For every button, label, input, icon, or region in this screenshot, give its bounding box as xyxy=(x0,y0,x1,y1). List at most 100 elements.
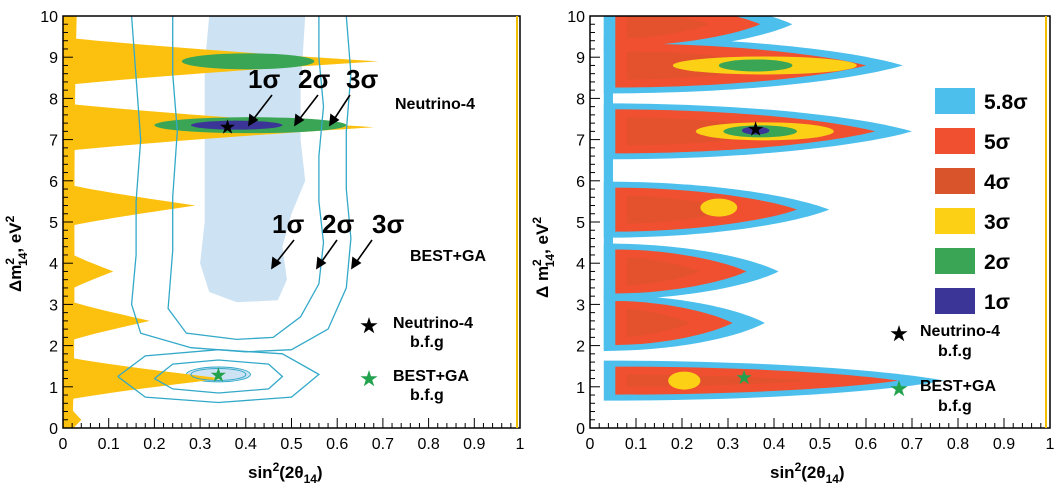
neutrino4-3sigma-lobe xyxy=(63,298,150,343)
y-tick-label: 3 xyxy=(576,297,585,314)
y-tick-label: 8 xyxy=(576,91,585,108)
legend-black-star-icon xyxy=(360,317,378,334)
left-panel: 0 0.1 0.2 0.3 0.4 0.5 0.6 0.7 0.8 0.9 101234567891… xyxy=(3,9,525,486)
legend-n4-line2: b.f.g xyxy=(410,334,444,351)
y-tick-label: 9 xyxy=(576,50,585,67)
right-legend-best-line1: BEST+GA xyxy=(920,378,996,395)
right-legend-black-star-icon xyxy=(890,325,908,342)
neutrino4-3sigma-lobe xyxy=(63,249,114,294)
x-tick-label: 0.2 xyxy=(143,436,165,453)
x-tick-label: 0.7 xyxy=(901,436,923,453)
arrowhead xyxy=(248,113,259,127)
legend-n4-line1: Neutrino-4 xyxy=(393,315,473,332)
left-y-axis-label: Δm214, eV2 xyxy=(3,215,30,292)
arrowhead xyxy=(271,256,282,270)
x-tick-label: 0.5 xyxy=(809,436,831,453)
arrow-n4-2 xyxy=(297,94,319,122)
right-x-axis-label: sin2(2θ14) xyxy=(770,460,845,486)
neutrino4-3sigma-lobe xyxy=(63,356,223,401)
neutrino4-2sigma-region xyxy=(181,53,315,70)
legend-swatch xyxy=(935,128,975,154)
right-best-fit-points xyxy=(736,121,764,385)
neutrino4-label: Neutrino-4 xyxy=(395,96,475,113)
y-tick-label: 10 xyxy=(567,9,585,26)
n4-sigma-3: 3σ xyxy=(346,64,378,94)
y-tick-label: 4 xyxy=(576,256,585,273)
y-tick-label: 5 xyxy=(576,215,585,232)
y-tick-label: 7 xyxy=(576,133,585,150)
left-x-axis-label: sin2(2θ14) xyxy=(248,460,323,486)
x-tick-label: 0.7 xyxy=(372,436,394,453)
y-tick-label: 9 xyxy=(49,50,58,67)
arrow-best-1 xyxy=(274,239,295,265)
legend-label: 3σ xyxy=(984,211,1010,234)
right-4sigma-island xyxy=(626,16,710,39)
x-tick-label: 0.4 xyxy=(235,436,257,453)
x-tick-label: 0.3 xyxy=(717,436,739,453)
x-tick-label: 0.8 xyxy=(417,436,439,453)
legend-swatch xyxy=(935,208,975,234)
y-tick-label: 4 xyxy=(49,256,58,273)
right-y-axis-label: Δ m214, eV2 xyxy=(530,217,557,298)
neutrino4-1sigma-region xyxy=(190,120,283,130)
x-tick-label: 0 xyxy=(586,436,595,453)
y-tick-label: 1 xyxy=(49,380,58,397)
x-tick-label: 0.9 xyxy=(463,436,485,453)
legend-label: 5σ xyxy=(984,131,1010,154)
right-4sigma-island xyxy=(626,308,690,337)
x-tick-label: 0.9 xyxy=(993,436,1015,453)
right-sigma-legend: 5.8σ 5σ 4σ 3σ 2σ 1σ xyxy=(935,88,1028,314)
n4-sigma-1: 1σ xyxy=(248,64,280,94)
arrowhead xyxy=(351,256,362,270)
right-axis-ticks xyxy=(589,15,1051,429)
arrow-n4-3 xyxy=(332,94,351,122)
x-tick-label: 0.1 xyxy=(98,436,120,453)
right-tick-labels: 0 0.1 0.2 0.3 0.4 0.5 0.6 0.7 0.8 0.9 101234567891… xyxy=(567,9,1054,453)
y-tick-label: 2 xyxy=(49,339,58,356)
x-tick-label: 0.8 xyxy=(947,436,969,453)
x-tick-label: 0.3 xyxy=(189,436,211,453)
n4-sigma-2: 2σ xyxy=(298,64,330,94)
legend-best-line1: BEST+GA xyxy=(393,368,469,385)
annotation-arrows xyxy=(248,94,373,270)
y-tick-label: 10 xyxy=(40,9,58,26)
y-tick-label: 8 xyxy=(49,91,58,108)
x-tick-label: 0.5 xyxy=(280,436,302,453)
y-tick-label: 2 xyxy=(576,339,585,356)
best-ga-label: BEST+GA xyxy=(410,248,486,265)
legend-label: 2σ xyxy=(984,251,1010,274)
x-tick-label: 0.6 xyxy=(326,436,348,453)
legend-label: 1σ xyxy=(984,291,1010,314)
best-ga-1sigma-region xyxy=(200,16,306,303)
best-sigma-2: 2σ xyxy=(322,209,354,239)
legend-label: 5.8σ xyxy=(984,91,1028,114)
right-panel: 0 0.1 0.2 0.3 0.4 0.5 0.6 0.7 0.8 0.9 101234567891… xyxy=(530,9,1055,486)
right-3sigma-region xyxy=(700,198,738,217)
y-tick-label: 0 xyxy=(576,421,585,438)
right-4sigma-regions xyxy=(626,16,806,387)
right-4sigma-island xyxy=(626,257,700,286)
legend-swatch xyxy=(935,168,975,194)
legend-swatch xyxy=(935,288,975,314)
legend-swatch xyxy=(935,248,975,274)
y-tick-label: 1 xyxy=(576,380,585,397)
right-inner-regions xyxy=(668,56,857,390)
right-legend-n4-line1: Neutrino-4 xyxy=(920,323,1000,340)
right-legend-n4-line2: b.f.g xyxy=(938,343,972,360)
right-3sigma-region xyxy=(668,371,701,390)
right-2sigma-region xyxy=(718,59,793,72)
legend-swatch xyxy=(935,88,975,114)
legend-label: 4σ xyxy=(984,171,1010,194)
legend-best-line2: b.f.g xyxy=(410,387,444,404)
neutrino4-1sigma-region xyxy=(190,120,283,130)
arrow-best-2 xyxy=(319,239,338,265)
arrowhead xyxy=(329,113,340,127)
right-4sigma-island xyxy=(626,195,735,224)
x-tick-label: 0.4 xyxy=(763,436,785,453)
arrowhead xyxy=(316,256,327,270)
arrow-n4-1 xyxy=(251,94,273,122)
arrowhead xyxy=(294,113,305,127)
legend-green-star-icon xyxy=(360,370,378,387)
best-ga-sigma-labels: 1σ 2σ 3σ xyxy=(272,209,404,239)
left-tick-labels: 0 0.1 0.2 0.3 0.4 0.5 0.6 0.7 0.8 0.9 101234567891… xyxy=(40,9,524,453)
